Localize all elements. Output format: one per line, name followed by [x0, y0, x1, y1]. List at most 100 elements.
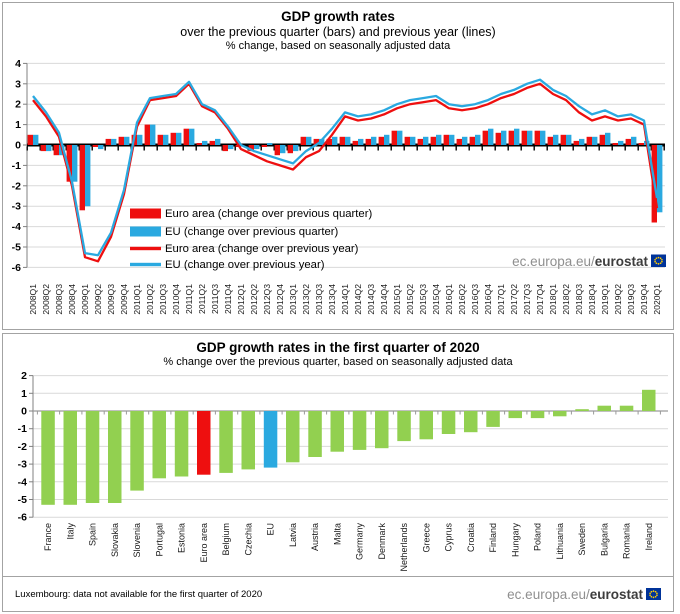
bar — [553, 134, 559, 145]
bar-slovakia — [108, 411, 122, 503]
bar — [339, 136, 345, 145]
bar — [287, 145, 293, 154]
eurostat-watermark: ec.europa.eu/eurostat — [507, 587, 661, 602]
x-axis-tick — [533, 146, 535, 151]
bar — [508, 130, 514, 145]
bar — [612, 143, 618, 145]
eu-flag-background — [651, 254, 666, 267]
bar — [540, 130, 546, 145]
x-axis-tick — [208, 146, 210, 151]
x-axis-label: 2008Q1 — [28, 284, 38, 315]
x-axis-label: EU — [266, 523, 276, 536]
x-axis-label: Belgium — [221, 523, 231, 556]
x-axis-tick — [598, 146, 600, 151]
x-axis-tick — [481, 411, 483, 415]
bar — [443, 134, 449, 145]
x-axis-label: 2016Q3 — [470, 284, 480, 315]
bar — [586, 136, 592, 145]
x-axis-label: 2009Q4 — [119, 284, 129, 315]
x-axis-tick — [192, 411, 194, 415]
bar — [300, 136, 306, 145]
x-axis-label: 2016Q2 — [457, 284, 467, 315]
eu-flag-star — [649, 592, 651, 594]
x-axis-label: 2017Q3 — [522, 284, 532, 315]
x-axis-label: 2013Q3 — [314, 284, 324, 315]
x-axis-tick — [91, 146, 93, 151]
x-axis-label: 2015Q4 — [431, 284, 441, 315]
x-axis-tick — [637, 411, 639, 415]
x-axis-label: 2011Q1 — [184, 284, 194, 314]
eu-flag-star — [654, 590, 657, 593]
x-axis-tick — [182, 146, 184, 151]
x-axis-tick — [237, 411, 239, 415]
y-axis-label: -2 — [12, 180, 21, 192]
x-axis-tick — [348, 411, 350, 415]
eu-flag-star — [655, 257, 658, 260]
eu-flag-star — [657, 256, 660, 259]
bar — [27, 134, 33, 145]
x-axis-tick — [415, 411, 417, 415]
x-axis-tick — [390, 146, 392, 151]
x-axis-label: Italy — [65, 523, 75, 540]
x-axis-label: 2012Q1 — [236, 284, 246, 315]
legend-swatch — [130, 262, 161, 267]
x-axis-label: 2012Q3 — [262, 284, 272, 315]
x-axis-tick — [338, 146, 340, 151]
bar-czechia — [241, 411, 255, 470]
x-axis-label: Netherlands — [399, 523, 409, 572]
y-axis-label: 2 — [21, 371, 27, 382]
bar — [326, 138, 332, 145]
x-axis-label: Slovenia — [132, 523, 142, 558]
x-axis-label: Euro area — [199, 523, 209, 563]
bar — [482, 130, 488, 145]
x-axis-label: 2015Q3 — [418, 284, 428, 315]
bar — [150, 124, 156, 145]
bar — [267, 143, 273, 145]
bar — [79, 145, 85, 211]
y-axis-label: -1 — [18, 423, 27, 435]
bar — [105, 138, 111, 145]
x-axis-tick — [663, 146, 665, 151]
x-axis-label: 2019Q3 — [626, 284, 636, 315]
x-axis-tick — [104, 146, 106, 151]
country-chart-subtitle: % change over the previous quarter, base… — [163, 356, 513, 368]
y-axis-label: 1 — [15, 119, 21, 131]
x-axis-tick — [570, 411, 572, 415]
x-axis-tick — [78, 146, 80, 151]
x-axis-label: Bulgaria — [599, 523, 609, 556]
bar — [631, 136, 637, 145]
x-axis-label: Poland — [533, 523, 543, 551]
eu-flag-star — [656, 592, 658, 594]
bar — [72, 145, 78, 182]
bar — [248, 145, 254, 152]
bar-poland — [530, 411, 545, 419]
quarterly-chart-subtitle: over the previous quarter (bars) and pre… — [180, 25, 496, 39]
x-axis-tick — [117, 146, 119, 151]
x-axis-label: 2018Q4 — [587, 284, 597, 315]
x-axis-label: 2017Q2 — [509, 284, 519, 315]
bar — [514, 128, 520, 145]
x-axis-label: 2008Q4 — [67, 284, 77, 315]
bar — [488, 128, 494, 145]
x-axis-label: 2009Q1 — [80, 284, 90, 315]
x-axis-tick — [281, 411, 283, 415]
eu-flag-star — [652, 596, 655, 598]
country-chart-footer: Luxembourg: data not available for the f… — [3, 576, 673, 611]
bar — [196, 143, 202, 145]
x-axis-tick — [39, 146, 41, 151]
bar — [521, 130, 527, 145]
x-axis-tick — [481, 146, 483, 151]
x-axis-tick — [326, 411, 328, 415]
x-axis-label: 2018Q2 — [561, 284, 571, 315]
y-axis-label: -4 — [18, 476, 27, 488]
x-axis-tick — [59, 411, 61, 415]
bar — [46, 145, 52, 152]
bar — [527, 130, 533, 145]
x-axis-label: 2018Q1 — [548, 284, 558, 315]
x-axis-label: 2014Q2 — [353, 284, 363, 315]
bar — [183, 128, 189, 145]
x-axis-tick — [416, 146, 418, 151]
eu-flag-star — [654, 260, 656, 263]
x-axis-label: 2013Q2 — [301, 284, 311, 315]
